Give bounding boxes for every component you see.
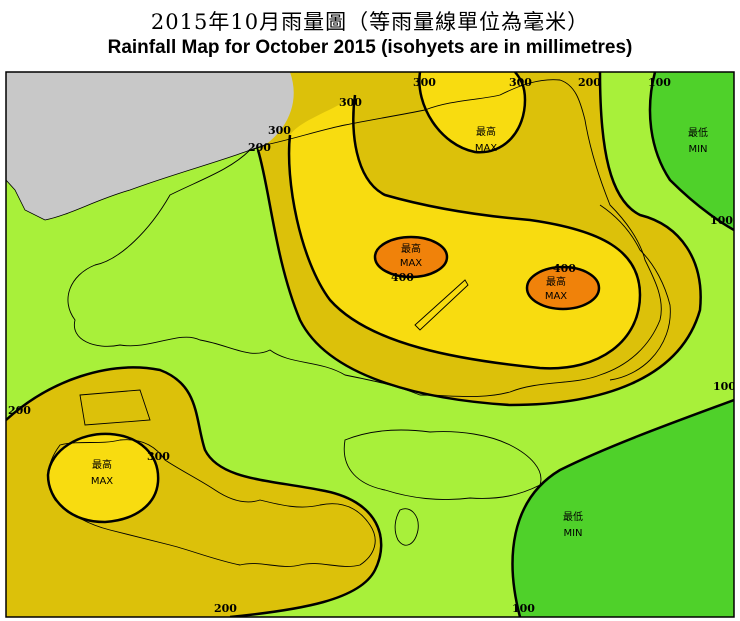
coastline-outlines	[47, 79, 671, 567]
isohyet-300-central	[287, 94, 642, 370]
min-label-en: MIN	[688, 144, 707, 155]
isohyet-label: 200	[248, 141, 271, 154]
coastline-airport-island	[79, 389, 151, 426]
isohyet-value-labels: 100 100 100 100 200 200 200 200 300 300 …	[8, 76, 736, 615]
isohyet-100-south	[511, 398, 734, 617]
map-title-chinese: 2015年10月雨量圖（等雨量線單位為毫米）	[150, 10, 590, 34]
isohyet-label: 200	[578, 76, 601, 89]
isohyet-label: 300	[413, 76, 436, 89]
band-300-400-north	[419, 72, 525, 153]
max-label-zh: 最高	[92, 458, 112, 471]
band-above-400-east	[525, 265, 601, 311]
max-label-en: MAX	[400, 258, 422, 269]
isohyet-label: 300	[147, 450, 170, 463]
isohyet-200-southwest	[6, 366, 383, 617]
max-label-zh: 最高	[476, 125, 496, 138]
min-label-en: MIN	[563, 528, 582, 539]
band-above-400-west	[373, 235, 449, 279]
min-label-zh: 最低	[563, 510, 583, 523]
max-label-en: MAX	[545, 291, 567, 302]
band-below-100-southeast	[512, 400, 734, 617]
map-frame	[5, 71, 735, 618]
band-200-300-southwest	[6, 367, 382, 617]
isohyet-300-southwest	[46, 432, 160, 524]
isohyet-label: 400	[391, 271, 414, 284]
isohyet-300-north	[418, 72, 527, 154]
isohyet-label: 400	[553, 262, 576, 275]
coastline-main-territory	[67, 79, 662, 397]
coastline-reservoir	[414, 279, 469, 331]
isohyet-label: 100	[710, 214, 733, 227]
band-300-400-southwest	[48, 433, 159, 522]
isohyet-label: 100	[648, 76, 671, 89]
coastline-lantau-island	[47, 439, 376, 567]
isohyet-lines	[6, 72, 734, 617]
min-label-zh: 最低	[688, 126, 708, 139]
coastline-lamma-island	[394, 508, 419, 546]
isohyet-200-north	[256, 72, 702, 407]
isohyet-label: 200	[8, 404, 31, 417]
coastline-sai-kung	[599, 204, 671, 381]
band-below-100-northeast	[650, 72, 734, 230]
isohyet-100-north	[648, 72, 734, 232]
max-label-en: MAX	[475, 143, 497, 154]
isohyet-label: 100	[512, 602, 535, 615]
map-title-english: Rainfall Map for October 2015 (isohyets …	[107, 37, 633, 58]
extreme-annotations: 最高 MAX 最高 MAX 最高 MAX 最高 MAX 最低 MIN 最低 MI…	[91, 125, 708, 539]
isohyet-label: 200	[214, 602, 237, 615]
isohyet-label: 100	[713, 380, 736, 393]
isohyet-label: 300	[509, 76, 532, 89]
max-label-zh: 最高	[546, 275, 566, 288]
isohyet-label: 300	[339, 96, 362, 109]
isohyet-label: 300	[268, 124, 291, 137]
max-label-zh: 最高	[401, 242, 421, 255]
max-label-en: MAX	[91, 476, 113, 487]
